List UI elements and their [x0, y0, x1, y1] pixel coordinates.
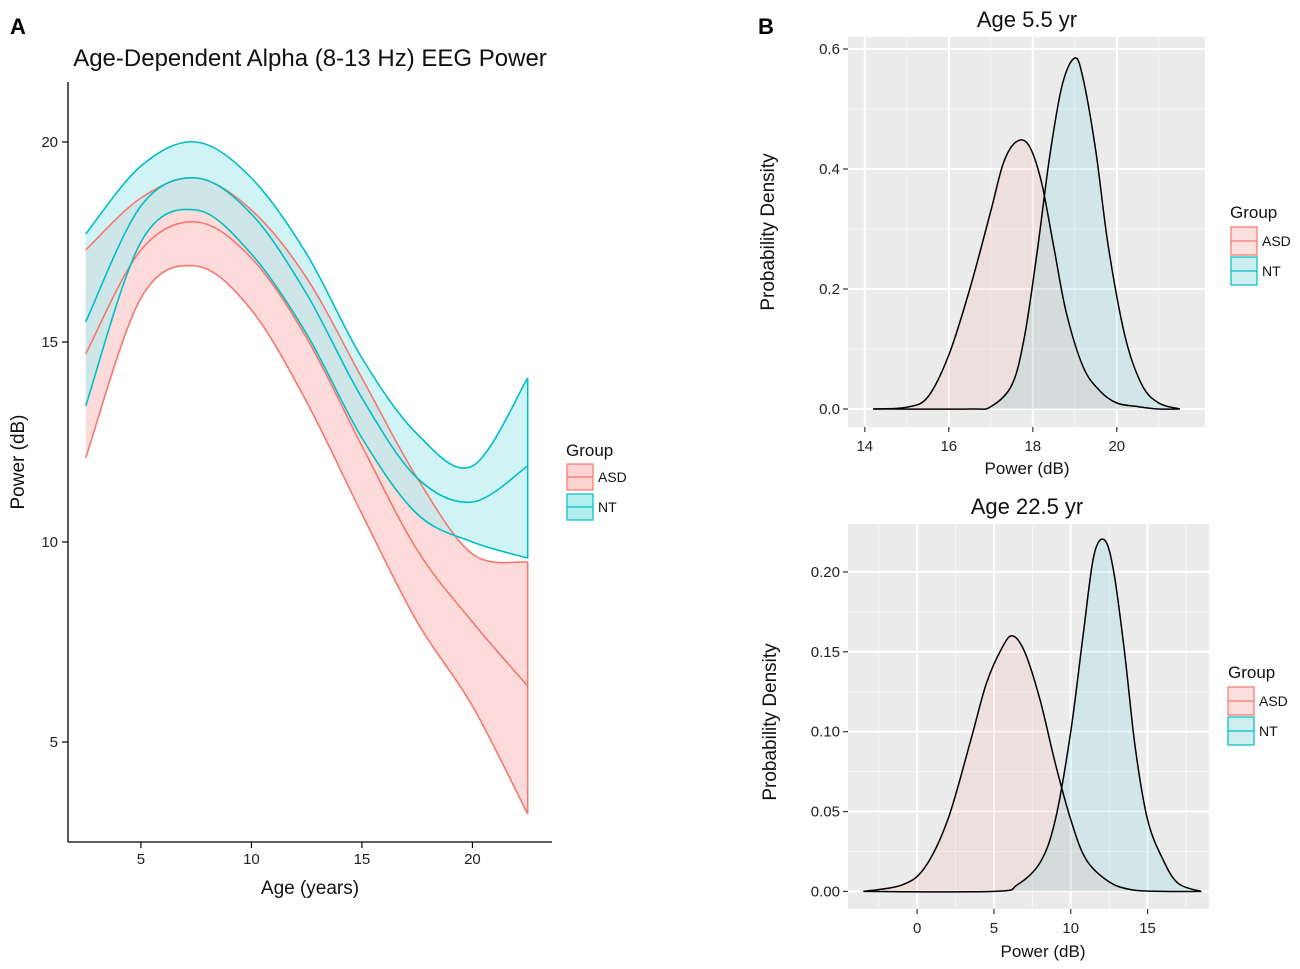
chart-a-legend-label-nt: NT [598, 499, 617, 515]
y-tick-label: 0.2 [819, 281, 840, 298]
chart-a-lines [84, 141, 529, 815]
chart-b2-x-ticks: 0 5 10 15 [913, 909, 1156, 937]
line-asd-lower [84, 264, 529, 815]
chart-a: Age-Dependent Alpha (8-13 Hz) EEG Power … [8, 45, 627, 899]
y-tick-label: 0.15 [811, 644, 840, 661]
density-curve-nt [863, 538, 1202, 893]
density-curve-nt [873, 57, 1181, 410]
chart-b1-x-ticks: 14 16 18 20 [856, 427, 1125, 455]
chart-b1: Age 5.5 yr 14 16 18 20 0.0 0.2 0.4 0.6 Power (… [758, 7, 1291, 478]
chart-a-bands [85, 141, 528, 814]
chart-a-x-ticks: 5 10 15 20 [137, 842, 481, 868]
chart-b1-title: Age 5.5 yr [977, 7, 1077, 32]
line-nt-lower [84, 208, 528, 559]
chart-b2-legend-label-nt: NT [1259, 723, 1278, 739]
chart-a-legend-label-asd: ASD [598, 469, 627, 485]
x-tick-label: 5 [137, 851, 145, 868]
chart-b1-legend-label-nt: NT [1262, 263, 1281, 279]
x-tick-label: 14 [856, 438, 873, 455]
panel-label-b: B [758, 14, 774, 39]
y-tick-label: 0.05 [811, 804, 840, 821]
density-fill-asd [863, 635, 1202, 892]
chart-a-legend-title: Group [566, 441, 613, 460]
band-nt [85, 141, 528, 558]
x-tick-label: 18 [1024, 438, 1041, 455]
chart-a-y-ticks: 5 10 15 20 [41, 134, 68, 751]
chart-b2-grid [848, 524, 1209, 909]
density-curve-asd [873, 139, 1180, 410]
chart-b1-legend-title: Group [1230, 203, 1277, 222]
chart-b1-y-ticks: 0.0 0.2 0.4 0.6 [819, 41, 848, 418]
chart-b1-y-label: Probability Density [758, 153, 779, 311]
line-nt-fit [84, 177, 529, 504]
density-fill-nt [863, 539, 1202, 892]
x-tick-label: 5 [990, 920, 998, 937]
panel-label-a: A [10, 14, 26, 39]
chart-b2-legend-title: Group [1228, 663, 1275, 682]
y-tick-label: 10 [41, 534, 58, 551]
chart-b1-densities [873, 57, 1181, 410]
line-asd-fit [84, 221, 529, 687]
x-tick-label: 16 [940, 438, 957, 455]
chart-b2-densities [863, 538, 1202, 893]
chart-b1-grid [848, 37, 1205, 427]
y-tick-label: 0.4 [819, 161, 840, 178]
chart-b2-panel [848, 524, 1209, 909]
x-tick-label: 15 [1139, 920, 1156, 937]
chart-b1-legend-label-asd: ASD [1262, 233, 1291, 249]
chart-b1-x-label: Power (dB) [984, 459, 1069, 478]
y-tick-label: 15 [41, 334, 58, 351]
chart-a-legend: Group ASD NT [566, 441, 627, 521]
y-tick-label: 20 [41, 134, 58, 151]
x-tick-label: 10 [243, 851, 260, 868]
x-tick-label: 20 [464, 851, 481, 868]
chart-b2-y-ticks: 0.00 0.05 0.10 0.15 0.20 [811, 564, 848, 900]
chart-a-y-label: Power (dB) [8, 414, 29, 509]
y-tick-label: 5 [50, 734, 58, 751]
y-tick-label: 0.00 [811, 883, 840, 900]
chart-b2-y-label: Probability Density [760, 643, 781, 801]
x-tick-label: 20 [1108, 438, 1125, 455]
x-tick-label: 10 [1062, 920, 1079, 937]
y-tick-label: 0.10 [811, 724, 840, 741]
density-curve-asd [863, 635, 1202, 893]
chart-b2-title: Age 22.5 yr [971, 494, 1084, 519]
density-fill-asd [873, 139, 1180, 410]
line-nt-upper [85, 141, 529, 469]
x-tick-label: 0 [913, 920, 921, 937]
chart-b2-legend-label-asd: ASD [1259, 693, 1288, 709]
y-tick-label: 0.20 [811, 564, 840, 581]
chart-a-x-label: Age (years) [261, 878, 359, 899]
chart-b1-legend: Group ASD NT [1230, 203, 1291, 286]
density-fill-nt [873, 57, 1180, 410]
chart-b1-panel [848, 37, 1205, 427]
y-tick-label: 0.0 [819, 401, 840, 418]
chart-b2-legend: Group ASD NT [1227, 663, 1288, 746]
y-tick-label: 0.6 [819, 41, 840, 58]
x-tick-label: 15 [354, 851, 371, 868]
chart-b2: Age 22.5 yr 0 5 10 15 0.000.050.100.150.20 … [760, 494, 1288, 961]
chart-a-title: Age-Dependent Alpha (8-13 Hz) EEG Power [73, 45, 547, 72]
chart-b2-x-label: Power (dB) [1000, 942, 1085, 961]
